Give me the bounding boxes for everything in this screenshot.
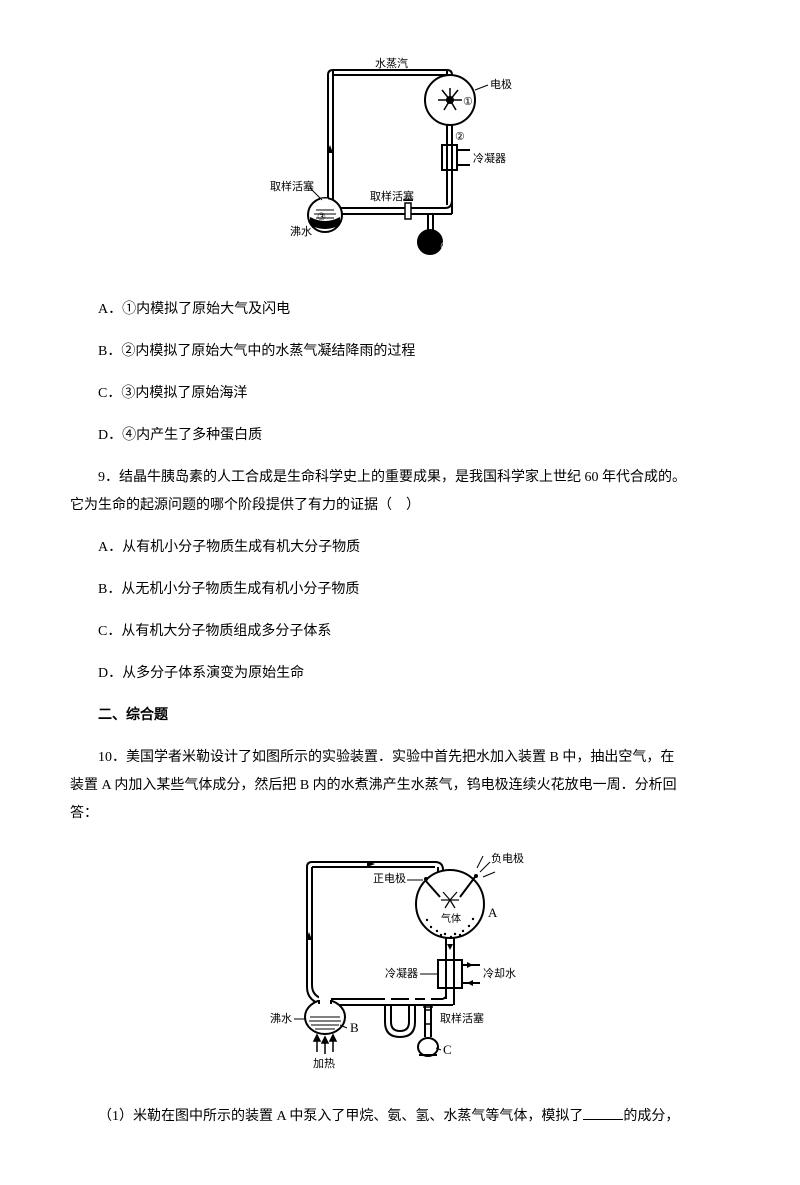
q8-option-c: C．③内模拟了原始海洋 <box>70 380 730 408</box>
q9-stem-line1: 9．结晶牛胰岛素的人工合成是生命科学史上的重要成果，是我国科学家上世纪 60 年… <box>70 464 730 492</box>
fig2-letter-c: C <box>443 1042 452 1057</box>
q8-option-d: D．④内产生了多种蛋白质 <box>70 422 730 450</box>
q9-option-c: C．从有机大分子物质组成多分子体系 <box>70 618 730 646</box>
figure-1: 水蒸汽 电极 冷凝器 取样活塞 取样活塞 沸水 ① ② ④ ③ <box>70 50 730 276</box>
fig2-letter-a: A <box>488 905 498 920</box>
fig2-label-boiling: 沸水 <box>270 1012 292 1025</box>
fig2-label-gas: 气体 <box>441 912 461 925</box>
q9-option-d: D．从多分子体系演变为原始生命 <box>70 660 730 688</box>
fig1-label-electrode: 电极 <box>490 77 512 91</box>
page: 水蒸汽 电极 冷凝器 取样活塞 取样活塞 沸水 ① ② ④ ③ A．①内模拟了原… <box>0 0 800 1185</box>
fill-blank[interactable] <box>583 1119 623 1120</box>
q10-stem-line2: 装置 A 内加入某些气体成分，然后把 B 内的水煮沸产生水蒸气，钨电极连续火花放… <box>70 772 730 800</box>
miller-diagram-1: 水蒸汽 电极 冷凝器 取样活塞 取样活塞 沸水 ① ② ④ ③ <box>270 50 530 265</box>
fig1-label-boiling: 沸水 <box>290 225 312 238</box>
q8-option-b: B．②内模拟了原始大气中的水蒸气凝结降雨的过程 <box>70 338 730 366</box>
q10-sub1-text-b: 的成分， <box>623 1109 679 1124</box>
figure-2: 负电极 正电极 气体 冷凝器 冷却水 沸水 加热 取样活塞 A B C <box>70 842 730 1083</box>
fig1-marker-2: ② <box>455 131 465 143</box>
fig1-label-stopcock1: 取样活塞 <box>270 179 314 193</box>
fig2-label-stopcock: 取样活塞 <box>440 1011 484 1025</box>
miller-diagram-2: 负电极 正电极 气体 冷凝器 冷却水 沸水 加热 取样活塞 A B C <box>255 842 545 1072</box>
fig2-label-neg-elec: 负电极 <box>491 851 524 865</box>
q8-option-a: A．①内模拟了原始大气及闪电 <box>70 296 730 324</box>
fig1-label-steam: 水蒸汽 <box>375 56 408 70</box>
fig1-marker-4: ④ <box>440 241 450 253</box>
fig1-label-stopcock2: 取样活塞 <box>370 189 414 203</box>
q9-stem-line2: 它为生命的起源问题的哪个阶段提供了有力的证据（ ） <box>70 492 730 520</box>
fig2-label-pos-elec: 正电极 <box>373 871 406 885</box>
fig1-label-condenser: 冷凝器 <box>473 151 506 165</box>
fig2-label-condenser: 冷凝器 <box>385 966 418 980</box>
q10-stem-line1: 10．美国学者米勒设计了如图所示的实验装置．实验中首先把水加入装置 B 中，抽出… <box>70 744 730 772</box>
fig2-letter-b: B <box>350 1020 359 1035</box>
q10-sub1: （1）米勒在图中所示的装置 A 中泵入了甲烷、氨、氢、水蒸气等气体，模拟了 的成分… <box>70 1103 730 1131</box>
fig2-label-heat: 加热 <box>313 1057 335 1070</box>
section-2-heading: 二、综合题 <box>70 702 730 730</box>
q9-option-a: A．从有机小分子物质生成有机大分子物质 <box>70 534 730 562</box>
fig1-marker-3: ③ <box>317 212 326 223</box>
fig1-marker-1: ① <box>463 96 473 108</box>
fig2-label-cooling: 冷却水 <box>483 967 516 980</box>
q10-sub1-text-a: （1）米勒在图中所示的装置 A 中泵入了甲烷、氨、氢、水蒸气等气体，模拟了 <box>98 1109 583 1124</box>
q9-option-b: B．从无机小分子物质生成有机小分子物质 <box>70 576 730 604</box>
q10-stem-line3: 答： <box>70 800 730 828</box>
